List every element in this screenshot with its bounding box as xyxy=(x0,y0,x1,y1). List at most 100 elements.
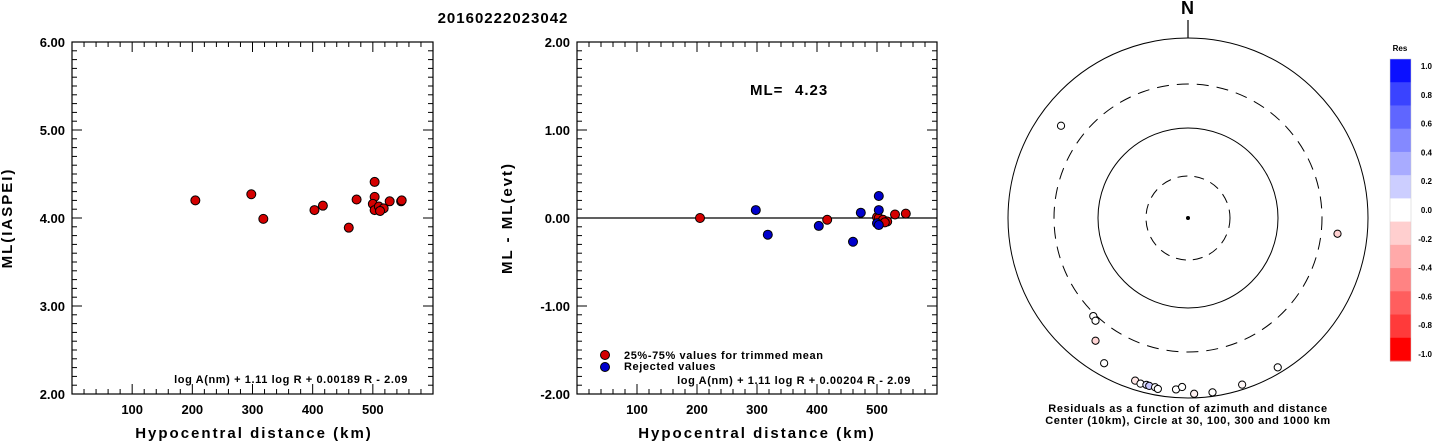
x-tick-label: 100 xyxy=(121,402,143,417)
data-point xyxy=(750,205,761,216)
data-point xyxy=(695,213,705,223)
x-tick-label: 400 xyxy=(302,402,324,417)
data-point xyxy=(873,191,884,201)
colorbar-title: Res xyxy=(1393,44,1408,53)
x-tick-label: 500 xyxy=(362,402,384,417)
colorbar-tick-label: 0.4 xyxy=(1421,148,1433,157)
residual-colorbar: 1.0 0.8 0.6 0.4 0.2 0.0 -0.2 -0.4 -0.6 -0.8 -1.0 xyxy=(1389,58,1433,362)
x-axis-label: Hypocentral distance (km) xyxy=(135,425,373,441)
colorbar-segment xyxy=(1390,151,1411,176)
figure-title: 20160222023042 xyxy=(438,10,569,27)
station-marker xyxy=(1100,359,1109,368)
x-tick-label: 400 xyxy=(806,402,828,417)
colorbar-tick-label: 1.0 xyxy=(1421,62,1433,71)
polar-caption-line1: Residuals as a function of azimuth and d… xyxy=(1048,403,1327,415)
legend-label-rejected: Rejected values xyxy=(624,361,716,373)
colorbar-segment xyxy=(1390,337,1411,362)
legend-marker-trimmed xyxy=(600,350,610,360)
y-tick-label: 4.00 xyxy=(40,211,65,226)
colorbar-tick-label: -0.8 xyxy=(1418,321,1432,330)
y-tick-label: 5.00 xyxy=(40,123,65,138)
y-tick-label: 3.00 xyxy=(40,299,65,314)
colorbar-tick-label: -0.4 xyxy=(1418,264,1432,273)
magnitude-distance-panel: 100 200 300 400 500 2.00 3.00 4.00 5.00 6.00 Hypo… xyxy=(0,35,434,441)
data-point xyxy=(822,214,833,225)
colorbar-segment xyxy=(1390,314,1411,339)
legend-label-trimmed: 25%-75% values for trimmed mean xyxy=(624,350,824,362)
colorbar-tick-label: 0.8 xyxy=(1421,91,1433,100)
y-tick-label: 2.00 xyxy=(40,387,65,402)
y-tick-label: -2.00 xyxy=(540,387,570,402)
data-point xyxy=(190,195,201,206)
data-point xyxy=(900,208,911,219)
station-marker xyxy=(1091,316,1100,325)
y-tick-label: -1.00 xyxy=(540,299,570,314)
x-tick-label: 200 xyxy=(181,402,203,417)
x-tick-label: 300 xyxy=(242,402,264,417)
station-marker xyxy=(1091,336,1100,345)
data-point xyxy=(873,205,884,216)
x-tick-label: 500 xyxy=(866,402,888,417)
data-point xyxy=(873,220,884,231)
colorbar-segment xyxy=(1390,175,1411,199)
station-marker xyxy=(1238,380,1247,389)
legend-marker-rejected xyxy=(600,362,610,372)
x-tick-label: 200 xyxy=(686,402,708,417)
ring-1000km xyxy=(1007,37,1369,399)
colorbar-segment xyxy=(1390,291,1411,316)
colorbar-segment xyxy=(1390,59,1411,83)
colorbar-tick-label: -0.2 xyxy=(1418,235,1432,244)
north-label: N xyxy=(1181,0,1195,18)
colorbar-segment xyxy=(1390,82,1411,106)
polar-caption-line2: Center (10km), Circle at 30, 100, 300 an… xyxy=(1045,415,1331,427)
station-marker xyxy=(1056,121,1066,130)
data-point xyxy=(369,176,380,187)
plot-frame xyxy=(71,41,434,395)
colorbar-tick-label: 0.0 xyxy=(1421,206,1433,215)
station-marker xyxy=(1153,384,1162,394)
station-marker xyxy=(1177,382,1187,392)
colorbar-segment xyxy=(1390,105,1411,130)
station-marker xyxy=(1333,229,1342,238)
station-markers xyxy=(1056,121,1342,398)
y-tick-label: 0.00 xyxy=(545,211,570,226)
data-point xyxy=(848,236,858,247)
y-axis-label: ML - ML(evt) xyxy=(499,162,516,274)
data-point xyxy=(855,207,866,218)
azimuth-residual-panel: N Residuals as a function of azimuth and… xyxy=(1007,0,1433,427)
formula-text: log A(nm) + 1.11 log R + 0.00189 R - 2.0… xyxy=(174,374,408,386)
colorbar-segment xyxy=(1390,221,1411,246)
data-point xyxy=(384,196,395,207)
colorbar-segment xyxy=(1390,128,1411,153)
ml-label: ML= xyxy=(750,82,783,99)
x-tick-label: 300 xyxy=(746,402,768,417)
data-point xyxy=(258,213,269,224)
axis-ticks: 100 200 300 400 500 2.00 3.00 4.00 5.00 6.00 xyxy=(40,35,433,417)
data-points xyxy=(695,191,911,247)
ring-30km xyxy=(1145,175,1231,261)
colorbar-tick-label: -1.0 xyxy=(1418,350,1432,359)
epicenter-dot xyxy=(1186,216,1190,220)
y-axis-label: ML(IASPEI) xyxy=(0,168,16,269)
data-point xyxy=(246,189,257,200)
residual-distance-panel: 100 200 300 400 500 -2.00 -1.00 0.00 1.00 2.00 Hy… xyxy=(499,35,938,441)
colorbar-frame xyxy=(1389,58,1412,362)
colorbar-tick-label: -0.6 xyxy=(1418,292,1432,301)
data-point xyxy=(396,195,407,206)
data-point xyxy=(317,200,328,211)
axis-ticks: 100 200 300 400 500 -2.00 -1.00 0.00 1.00 2.00 xyxy=(540,35,937,417)
ml-value: 4.23 xyxy=(795,82,828,99)
data-points xyxy=(190,176,407,233)
x-axis-label: Hypocentral distance (km) xyxy=(638,425,876,441)
y-tick-label: 2.00 xyxy=(545,35,570,50)
station-marker xyxy=(1208,388,1217,397)
data-point xyxy=(762,229,773,240)
data-point xyxy=(375,205,386,216)
colorbar-segment xyxy=(1390,244,1411,269)
data-point xyxy=(351,194,362,205)
formula-text: log A(nm) + 1.11 log R + 0.00204 R - 2.0… xyxy=(677,375,911,387)
station-marker xyxy=(1273,363,1282,372)
data-point xyxy=(813,220,824,231)
ring-100km xyxy=(1097,127,1279,309)
